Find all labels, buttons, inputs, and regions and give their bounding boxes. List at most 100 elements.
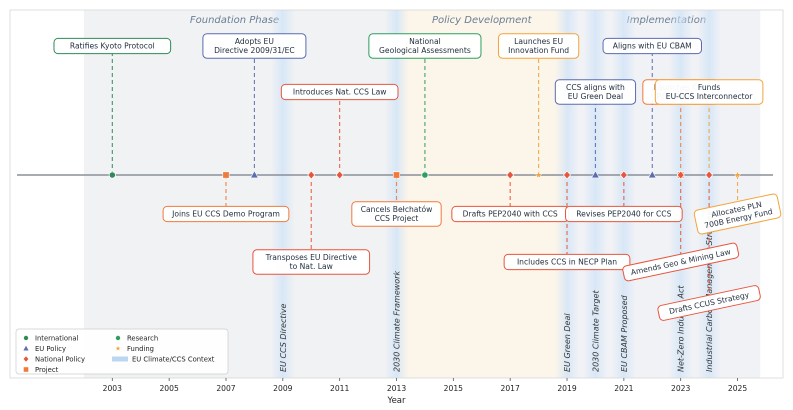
event-label-box: [368, 33, 482, 59]
event-marker: [506, 170, 515, 180]
event-marker: [421, 171, 429, 179]
event-label: Adopts EU Directive 2009/31/EC: [214, 37, 295, 55]
event-label-line: Aligns with EU CBAM: [613, 42, 692, 51]
x-tick-label: 2017: [501, 384, 520, 393]
context-band: [697, 10, 722, 378]
event-label: National Geological Assessments: [379, 37, 471, 55]
legend-label: Research: [127, 334, 158, 342]
event-marker: [563, 170, 571, 180]
event-label-box: [654, 79, 764, 105]
x-tick-label: 2013: [387, 384, 406, 393]
event-marker: [335, 170, 344, 180]
legend-marker: [23, 366, 29, 373]
event-marker: [591, 170, 600, 179]
event-label-box: [602, 37, 702, 55]
event-label-line: Ratifies Kyoto Protocol: [70, 42, 155, 51]
legend-marker: [22, 355, 30, 363]
event-label-line: Introduces Nat. CCS Law: [293, 88, 387, 97]
event-markers: [108, 170, 742, 180]
x-tick-label: 2015: [444, 384, 463, 393]
legend-box: [15, 328, 229, 375]
event-marker: [222, 171, 230, 179]
event-label-line: Transposes EU Directive: [265, 253, 358, 262]
event-label-box: [53, 37, 172, 55]
event-label-group: CCS aligns with EU Green Deal: [554, 79, 637, 105]
event-label-line: EU-CCS Interconnector: [666, 92, 754, 101]
phase-band: [399, 10, 568, 378]
legend-swatch: [112, 356, 128, 362]
x-tick-label: 2003: [103, 384, 122, 393]
x-axis-ticks: 2003 2005 2007 2009 2011 2013 2015 2017 2019 2021…: [103, 378, 747, 406]
event-label-line: Geological Assessments: [379, 46, 471, 55]
event-marker: [534, 170, 543, 179]
event-label-line: Directive 2009/31/EC: [214, 46, 295, 55]
event-label-line: EU Green Deal: [568, 92, 623, 101]
event-label-box: [554, 79, 637, 105]
event-label-group: Joins EU CCS Demo Program: [162, 205, 290, 223]
phase-band: [83, 10, 400, 378]
context-band: [583, 10, 608, 378]
legend-label: National Policy: [35, 355, 85, 363]
event-label: Introduces Nat. CCS Law: [293, 88, 387, 97]
event-label-box: [657, 285, 761, 321]
event-label-line: Includes CCS in NECP Plan: [517, 258, 617, 267]
event-label-group: National Geological Assessments: [368, 33, 482, 59]
event-label-box: [280, 83, 399, 101]
phase-label: Implementation: [627, 15, 706, 26]
event-marker: [250, 170, 259, 179]
event-label-box: [693, 193, 782, 235]
phase-label: Foundation Phase: [190, 15, 279, 26]
event-marker: [676, 170, 685, 180]
legend-label: EU Climate/CCS Context: [132, 355, 215, 363]
legend-label: EU Policy: [35, 345, 66, 353]
event-label-line: Cancels Bełchatów: [361, 205, 433, 214]
event-label-group: Cancels Bełchatów CCS Project: [351, 201, 442, 227]
x-axis-title: Year: [387, 396, 407, 406]
x-tick-label: 2025: [728, 384, 747, 393]
context-band: [555, 10, 580, 378]
phase-bands: Foundation Phase Policy Development Implem…: [83, 10, 761, 378]
event-label-group: Includes CCS in NECP Plan: [503, 253, 631, 271]
event-marker: [705, 170, 714, 180]
event-label-line: CCS aligns with: [566, 83, 625, 92]
event-label-line: Adopts EU: [235, 37, 274, 46]
event-label: Ratifies Kyoto Protocol: [70, 42, 155, 51]
legend-marker: [114, 344, 122, 352]
event-marker: [307, 170, 316, 180]
event-marker: [647, 170, 657, 179]
event-label-box: [351, 201, 442, 227]
event-label-line: Revises PEP2040 for CCS: [576, 210, 671, 219]
event-label-line: Funds: [698, 83, 720, 92]
event-label: Drafts PEP2040 with CCS: [463, 210, 558, 219]
context-band: [611, 10, 636, 378]
x-tick-label: 2019: [557, 384, 576, 393]
event-label-box: [622, 242, 740, 282]
event-label: CCS aligns with EU Green Deal: [566, 83, 625, 101]
legend-marker: [22, 344, 30, 352]
event-label-group: Introduces Nat. CCS Law: [280, 83, 399, 101]
event-marker: [108, 171, 116, 179]
context-label: 2030 Climate Target: [591, 290, 600, 372]
event-label-group: Aligns with EU CBAM: [602, 37, 702, 55]
event-label-group: Drafts PEP2040 with CCS: [451, 205, 570, 223]
context-band: [384, 10, 409, 378]
event-label: Launches EU Innovation Fund: [508, 37, 569, 55]
context-label: Net-Zero Industry Act: [677, 285, 686, 372]
x-tick-label: 2023: [671, 384, 690, 393]
legend-label: International: [35, 334, 78, 342]
legend-label: Funding: [127, 345, 154, 353]
event-label: Revises PEP2040 for CCS: [576, 210, 671, 219]
context-band: [270, 10, 295, 378]
event-label: Funds EU-CCS Interconnector: [666, 83, 754, 101]
event-label-group: Transposes EU Directive to Nat. Law: [252, 249, 371, 275]
event-label: Includes CCS in NECP Plan: [517, 258, 617, 267]
phase-label: Policy Development: [432, 15, 533, 26]
event-label-box: [497, 33, 580, 59]
x-tick-label: 2007: [216, 384, 235, 393]
context-label: EU CCS Directive: [279, 304, 288, 372]
legend-marker: [115, 334, 122, 341]
event-label-box: [565, 205, 683, 223]
event-label-line: Launches EU: [514, 37, 563, 46]
context-label: EU Green Deal: [563, 313, 572, 372]
